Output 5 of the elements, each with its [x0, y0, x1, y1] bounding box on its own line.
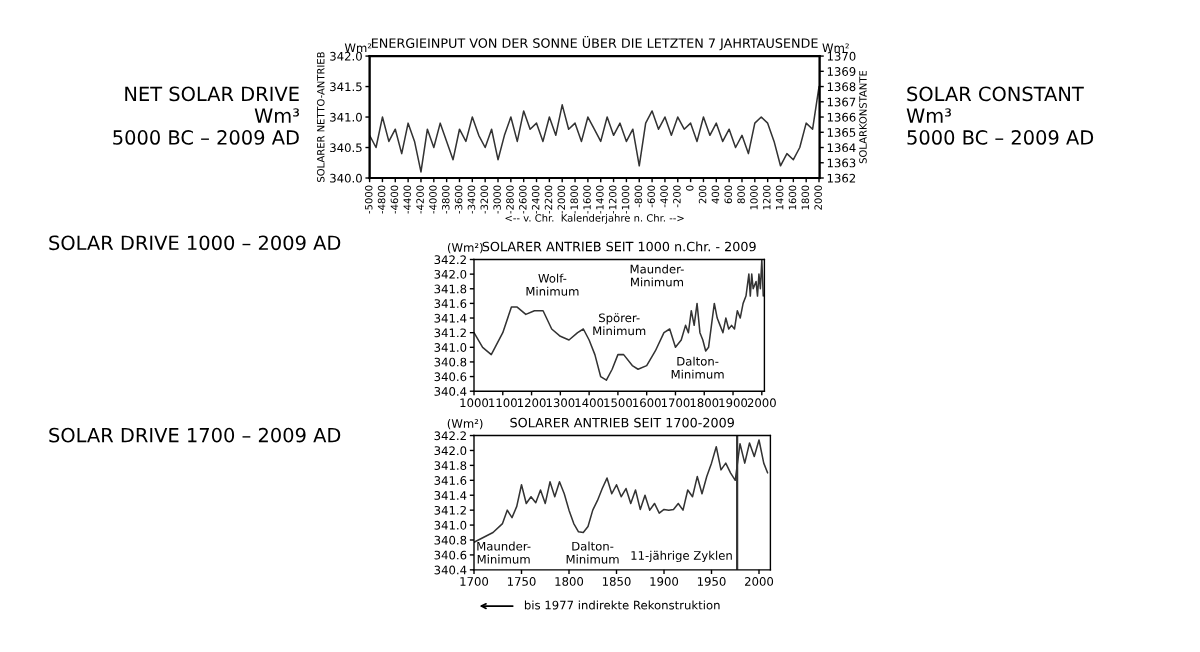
- text: NET SOLAR DRIVE Wm³ 5000 BC – 2009 AD: [113, 86, 300, 145]
- line-series: [369, 85, 820, 173]
- text: SOLAR DRIVE 1000 – 2009 AD: [49, 235, 341, 251]
- text: SOLAR CONSTANT Wm³ 5000 BC – 2009 AD: [906, 86, 1094, 145]
- text: SOLAR DRIVE 1700 – 2009 AD: [49, 427, 341, 443]
